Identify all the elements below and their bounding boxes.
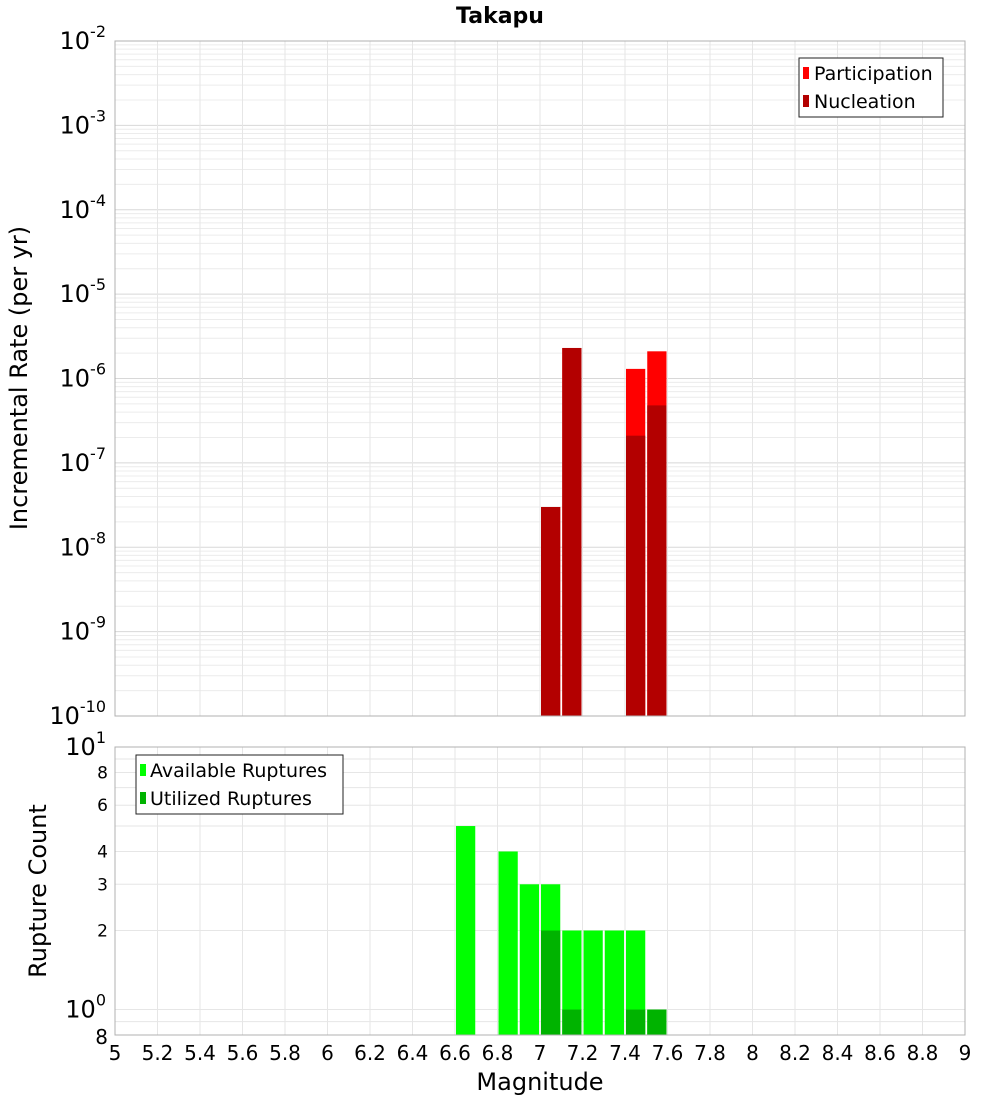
bottom-panel: 100 101 2 3 4 6 8 8 5 5.2 5.4 5.6 5.8 6 6.2 6.4 6.6 6.8 7…	[24, 728, 971, 1096]
x-tick-label: 8.2	[779, 1041, 811, 1065]
bottom-legend-box	[135, 754, 344, 815]
bottom-y-tick-label: 100	[65, 991, 106, 1024]
top-bars	[541, 347, 667, 716]
bottom-bars	[456, 826, 667, 1035]
x-tick-label: 8.4	[822, 1041, 854, 1065]
available-ruptures-bar	[562, 930, 582, 1035]
available-ruptures-legend-swatch	[140, 764, 146, 776]
available-ruptures-legend-label: Available Ruptures	[150, 760, 327, 782]
utilized-ruptures-bar	[647, 1009, 667, 1035]
top-grid	[114, 41, 966, 717]
x-tick-label: 5	[109, 1041, 122, 1065]
top-y-tick-label: 10-2	[60, 22, 107, 55]
bottom-plot-frame	[114, 746, 966, 1036]
participation-legend-swatch	[803, 67, 809, 79]
x-tick-label: 5.6	[227, 1041, 259, 1065]
x-tick-label: 5.8	[269, 1041, 301, 1065]
top-legend: Participation Nucleation	[798, 57, 944, 118]
top-panel: 10-10 10-9 10-8 10-7 10-6 10-5 10-4 10-3 10-2 In…	[5, 22, 966, 730]
x-axis-label: Magnitude	[476, 1068, 603, 1096]
top-legend-box	[798, 57, 944, 118]
available-ruptures-bar	[519, 884, 539, 1035]
top-plot-frame	[114, 40, 966, 717]
x-tick-label: 6.2	[354, 1041, 386, 1065]
available-ruptures-bar	[626, 930, 646, 1035]
x-tick-label: 5.4	[184, 1041, 216, 1065]
x-tick-label: 7.8	[694, 1041, 726, 1065]
utilized-ruptures-bar	[541, 930, 561, 1035]
top-y-tick-label: 10-8	[60, 528, 107, 561]
chart-title: Takapu	[456, 4, 544, 29]
bottom-y-minor-tick-label: 3	[97, 875, 108, 895]
top-y-tick-label: 10-6	[60, 360, 107, 393]
top-y-tick-label: 10-4	[60, 191, 107, 224]
x-tick-label: 7	[534, 1041, 547, 1065]
top-y-ticks: 10-10 10-9 10-8 10-7 10-6 10-5 10-4 10-3 10-2	[49, 22, 106, 730]
nucleation-bar	[647, 405, 667, 716]
nucleation-legend-label: Nucleation	[814, 91, 916, 113]
utilized-ruptures-legend-swatch	[140, 792, 146, 804]
x-tick-label: 8	[746, 1041, 759, 1065]
x-tick-label: 6.8	[482, 1041, 514, 1065]
x-tick-label: 6	[321, 1041, 334, 1065]
x-tick-label: 7.6	[652, 1041, 684, 1065]
bottom-legend: Available Ruptures Utilized Ruptures	[135, 754, 344, 815]
top-y-axis-label: Incremental Rate (per yr)	[5, 226, 33, 530]
top-y-tick-label: 10-5	[60, 275, 107, 308]
nucleation-legend-swatch	[803, 95, 809, 107]
available-ruptures-bar	[604, 930, 624, 1035]
x-ticks: 5 5.2 5.4 5.6 5.8 6 6.2 6.4 6.6 6.8 7 7.2 7.4 7.6 7.8 8…	[109, 1041, 972, 1065]
nucleation-bar	[626, 435, 646, 716]
bottom-y-minor-tick-label: 6	[97, 796, 108, 816]
available-ruptures-bar	[583, 930, 603, 1035]
bottom-y-tick-label: 101	[65, 728, 106, 761]
available-ruptures-bar	[498, 851, 518, 1035]
utilized-ruptures-legend-label: Utilized Ruptures	[150, 788, 312, 810]
x-tick-label: 8.8	[907, 1041, 939, 1065]
bottom-y-min-tick-label: 8	[95, 1025, 108, 1049]
bottom-y-axis-label: Rupture Count	[24, 804, 52, 978]
top-y-tick-label: 10-3	[60, 106, 107, 139]
x-tick-label: 7.2	[567, 1041, 599, 1065]
utilized-ruptures-bar	[626, 1009, 646, 1035]
x-tick-label: 6.6	[439, 1041, 471, 1065]
x-tick-label: 6.4	[397, 1041, 429, 1065]
utilized-ruptures-bar	[562, 1009, 582, 1035]
x-tick-label: 5.2	[142, 1041, 174, 1065]
top-y-tick-label: 10-9	[60, 613, 107, 646]
participation-legend-label: Participation	[814, 63, 933, 85]
bottom-y-ticks: 100 101 2 3 4 6 8 8	[65, 728, 108, 1049]
x-tick-label: 9	[959, 1041, 972, 1065]
nucleation-bar	[562, 347, 582, 716]
top-y-tick-label: 10-10	[49, 697, 106, 730]
nucleation-bar	[541, 506, 561, 716]
bottom-y-minor-tick-label: 8	[97, 763, 108, 783]
x-tick-label: 8.6	[864, 1041, 896, 1065]
available-ruptures-bar	[456, 826, 476, 1035]
x-tick-label: 7.4	[609, 1041, 641, 1065]
top-y-tick-label: 10-7	[60, 444, 107, 477]
bottom-y-minor-tick-label: 4	[97, 842, 108, 862]
bottom-y-minor-tick-label: 2	[97, 922, 108, 942]
